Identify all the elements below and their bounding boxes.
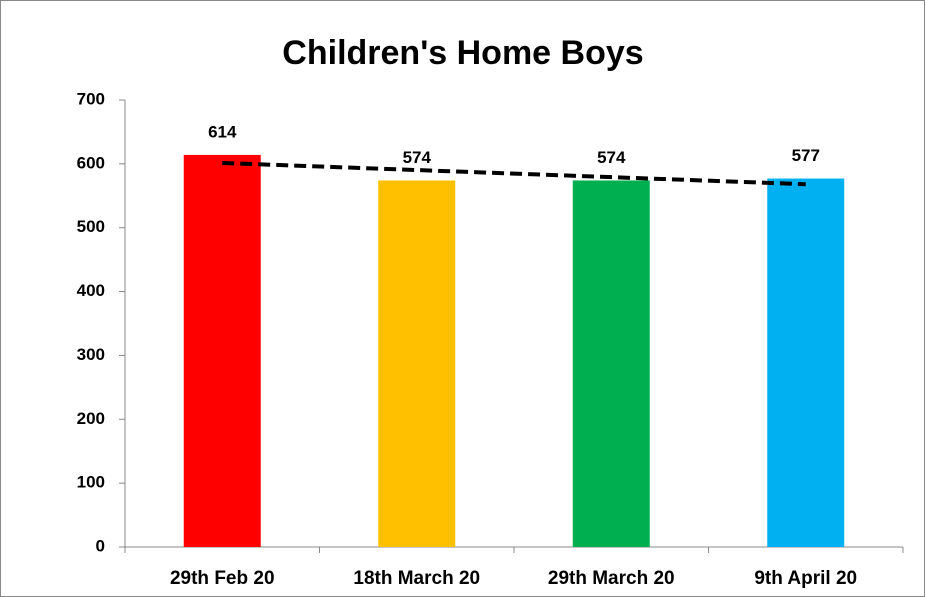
chart-title: Children's Home Boys <box>282 34 643 72</box>
x-tick-label: 18th March 20 <box>353 568 480 589</box>
y-tick-label: 300 <box>77 345 105 364</box>
bar <box>572 180 650 547</box>
y-tick-label: 500 <box>77 217 105 236</box>
x-tick-label: 29th Feb 20 <box>170 568 275 589</box>
x-tick-label: 9th April 20 <box>754 568 857 589</box>
y-tick-label: 200 <box>77 409 105 428</box>
data-label: 614 <box>208 122 237 141</box>
trendline <box>222 160 806 187</box>
y-tick-label: 0 <box>96 536 105 555</box>
bar <box>767 178 845 547</box>
y-tick-label: 700 <box>77 89 105 108</box>
bar <box>183 154 261 547</box>
bar <box>378 180 456 547</box>
data-label: 574 <box>403 148 432 167</box>
y-tick-label: 400 <box>77 281 105 300</box>
data-label: 577 <box>792 146 820 165</box>
y-tick-label: 600 <box>77 153 105 172</box>
y-tick-label: 100 <box>77 473 105 492</box>
data-label: 574 <box>597 148 626 167</box>
x-tick-label: 29th March 20 <box>548 568 675 589</box>
